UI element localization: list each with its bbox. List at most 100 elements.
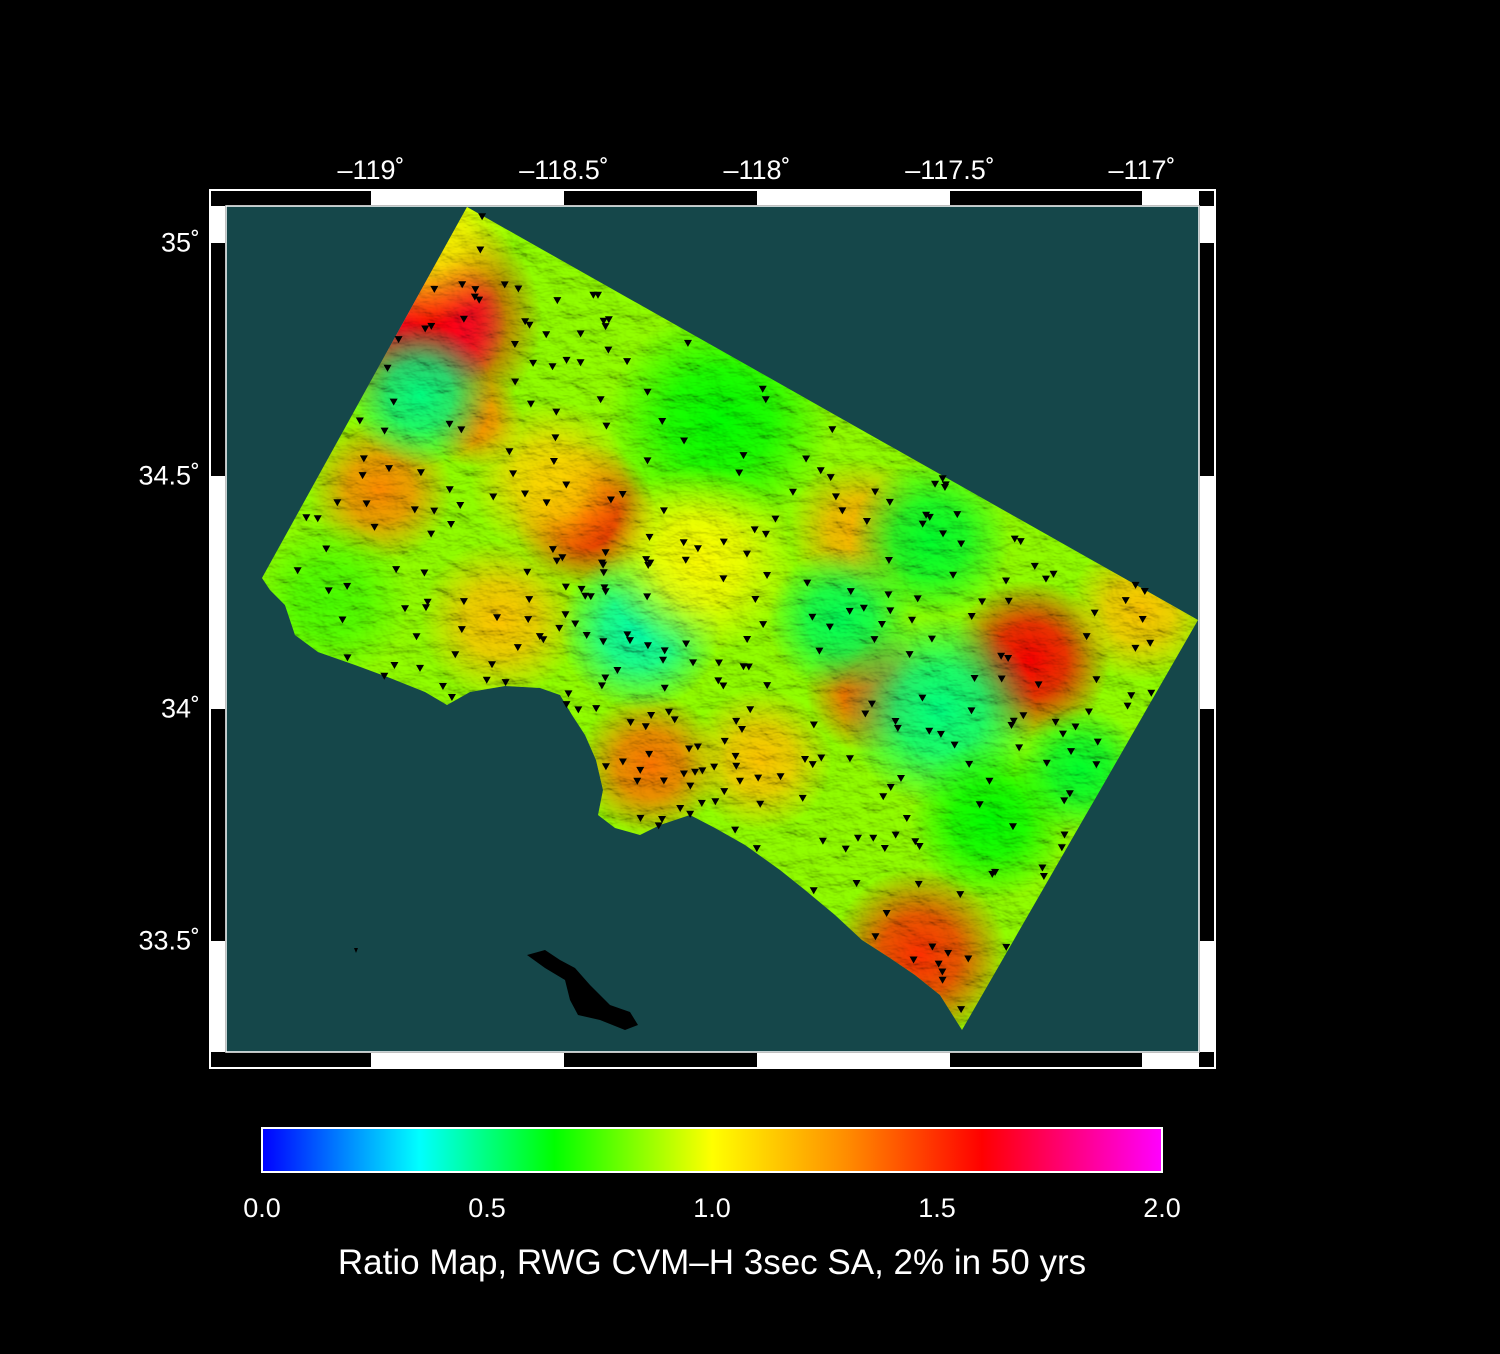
station-marker: [500, 281, 509, 289]
station-marker: [1060, 797, 1069, 805]
station-marker: [941, 481, 950, 489]
station-marker: [758, 385, 767, 393]
station-marker: [552, 557, 561, 565]
station-marker: [523, 568, 532, 576]
station-marker: [660, 684, 669, 692]
station-marker: [928, 943, 937, 951]
station-marker: [1004, 655, 1013, 663]
station-marker: [394, 336, 403, 344]
station-marker: [742, 550, 751, 558]
frame-scale-segment: [371, 191, 564, 205]
station-marker: [457, 426, 466, 434]
station-marker: [647, 711, 656, 719]
station-marker: [1127, 692, 1136, 700]
station-marker: [599, 317, 608, 325]
station-marker: [641, 723, 650, 731]
colorbar-tick-label: 2.0: [1143, 1193, 1181, 1223]
station-markers: [293, 213, 1156, 1014]
station-marker: [1146, 639, 1155, 647]
station-marker: [689, 659, 698, 667]
station-marker: [604, 316, 613, 324]
frame-scale-segment: [211, 476, 225, 709]
station-marker: [754, 774, 763, 782]
station-marker: [918, 694, 927, 702]
y-tick-label: 34˚: [160, 693, 200, 724]
station-marker: [744, 663, 753, 671]
station-marker: [561, 611, 570, 619]
station-marker: [525, 596, 534, 604]
station-marker: [886, 783, 895, 791]
station-marker: [686, 782, 695, 790]
station-marker: [645, 750, 654, 758]
x-tick-label: –117.5˚: [905, 155, 995, 185]
station-marker: [601, 549, 610, 557]
map-title: Ratio Map, RWG CVM–H 3sec SA, 2% in 50 y…: [337, 1243, 1087, 1282]
station-marker: [430, 507, 439, 515]
station-marker: [592, 705, 601, 713]
station-marker: [1016, 538, 1025, 546]
station-marker: [964, 955, 973, 963]
station-marker: [542, 331, 551, 339]
station-marker: [711, 798, 720, 806]
station-marker: [853, 834, 862, 842]
station-marker: [679, 770, 688, 778]
station-marker: [626, 719, 635, 727]
station-marker: [681, 556, 690, 564]
station-marker: [643, 642, 652, 650]
y-tick-label: 35˚: [160, 227, 200, 258]
station-marker: [1041, 575, 1050, 583]
station-marker: [808, 761, 817, 769]
station-marker: [659, 656, 668, 664]
station-marker: [355, 417, 364, 425]
station-marker: [852, 880, 861, 888]
station-marker: [322, 545, 331, 553]
station-marker: [576, 359, 585, 367]
station-marker: [750, 526, 759, 534]
station-marker: [914, 880, 923, 888]
station-marker: [845, 607, 854, 615]
station-marker: [1092, 676, 1101, 684]
station-marker: [802, 455, 811, 463]
station-marker: [967, 613, 976, 621]
station-marker: [763, 571, 772, 579]
station-marker: [841, 845, 850, 853]
station-marker: [1034, 681, 1043, 689]
station-marker: [1030, 562, 1039, 570]
station-marker: [680, 437, 689, 445]
station-marker: [1067, 748, 1076, 756]
station-marker: [882, 909, 891, 917]
station-marker: [885, 498, 894, 506]
station-marker: [601, 323, 610, 331]
station-marker: [597, 682, 606, 690]
station-marker: [1049, 570, 1058, 578]
station-marker: [658, 815, 667, 823]
station-marker: [645, 533, 654, 541]
y-tick-label: 34.5˚: [138, 460, 200, 491]
station-marker: [691, 768, 700, 776]
station-marker: [338, 616, 347, 624]
station-marker: [776, 773, 785, 781]
station-marker: [525, 321, 534, 329]
station-marker: [978, 598, 987, 606]
station-marker: [514, 285, 523, 293]
station-marker: [1002, 943, 1011, 951]
station-marker: [731, 752, 740, 760]
station-marker: [1131, 581, 1140, 589]
station-marker: [871, 488, 880, 496]
station-marker: [302, 514, 311, 522]
station-marker: [447, 520, 456, 528]
station-marker: [732, 762, 741, 770]
station-marker: [576, 330, 585, 338]
station-marker: [867, 700, 876, 708]
station-marker: [845, 755, 854, 763]
station-marker: [918, 520, 927, 528]
frame-scale-segment: [211, 941, 225, 1052]
station-marker: [511, 378, 520, 386]
station-marker: [548, 363, 557, 371]
station-marker: [646, 559, 655, 567]
station-marker: [664, 708, 673, 716]
station-marker: [416, 469, 425, 477]
station-marker: [1019, 712, 1028, 720]
station-marker: [613, 667, 622, 675]
station-marker: [931, 480, 940, 488]
